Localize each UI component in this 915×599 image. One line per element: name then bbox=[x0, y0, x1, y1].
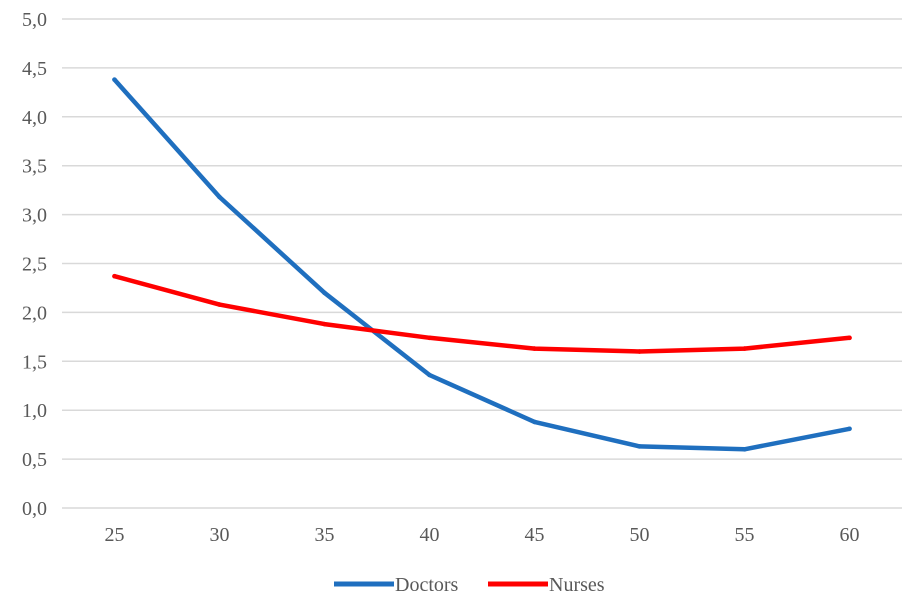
data-point-nurses bbox=[637, 349, 642, 354]
legend: Doctors Nurses bbox=[334, 574, 605, 596]
y-tick-label: 1,5 bbox=[22, 351, 47, 373]
data-point-doctors bbox=[112, 77, 117, 82]
gridlines bbox=[62, 19, 902, 508]
data-point-nurses bbox=[322, 322, 327, 327]
data-point-doctors bbox=[532, 420, 537, 425]
data-point-doctors bbox=[427, 373, 432, 378]
x-tick-label: 45 bbox=[525, 524, 545, 546]
data-point-nurses bbox=[847, 336, 852, 341]
data-point-doctors bbox=[847, 426, 852, 431]
y-tick-label: 3,5 bbox=[22, 156, 47, 178]
x-axis-ticks: 25 30 35 40 45 50 55 60 bbox=[105, 524, 860, 546]
series-line-doctors bbox=[115, 80, 850, 450]
x-tick-label: 30 bbox=[210, 524, 230, 546]
data-point-nurses bbox=[427, 336, 432, 341]
y-tick-label: 0,5 bbox=[22, 449, 47, 471]
data-point-doctors bbox=[637, 444, 642, 449]
series-lines bbox=[112, 77, 852, 451]
y-tick-label: 3,0 bbox=[22, 205, 47, 227]
y-tick-label: 0,0 bbox=[22, 498, 47, 520]
x-tick-label: 50 bbox=[630, 524, 650, 546]
x-tick-label: 35 bbox=[315, 524, 335, 546]
data-point-nurses bbox=[532, 346, 537, 351]
data-point-doctors bbox=[322, 291, 327, 296]
y-tick-label: 4,0 bbox=[22, 107, 47, 129]
y-tick-label: 2,0 bbox=[22, 302, 47, 324]
y-tick-label: 4,5 bbox=[22, 58, 47, 80]
data-point-nurses bbox=[217, 302, 222, 307]
x-tick-label: 25 bbox=[105, 524, 125, 546]
series-line-nurses bbox=[115, 276, 850, 351]
legend-label-doctors: Doctors bbox=[395, 574, 459, 596]
x-tick-label: 55 bbox=[735, 524, 755, 546]
data-point-nurses bbox=[112, 274, 117, 279]
data-point-nurses bbox=[742, 346, 747, 351]
x-tick-label: 40 bbox=[420, 524, 440, 546]
y-tick-label: 2,5 bbox=[22, 254, 47, 276]
y-tick-label: 5,0 bbox=[22, 9, 47, 31]
data-point-doctors bbox=[742, 447, 747, 452]
y-axis-ticks: 0,0 0,5 1,0 1,5 2,0 2,5 3,0 3,5 4,0 4,5 5,0 bbox=[22, 9, 47, 520]
y-tick-label: 1,0 bbox=[22, 400, 47, 422]
legend-label-nurses: Nurses bbox=[549, 574, 605, 596]
data-point-doctors bbox=[217, 195, 222, 200]
x-tick-label: 60 bbox=[840, 524, 860, 546]
